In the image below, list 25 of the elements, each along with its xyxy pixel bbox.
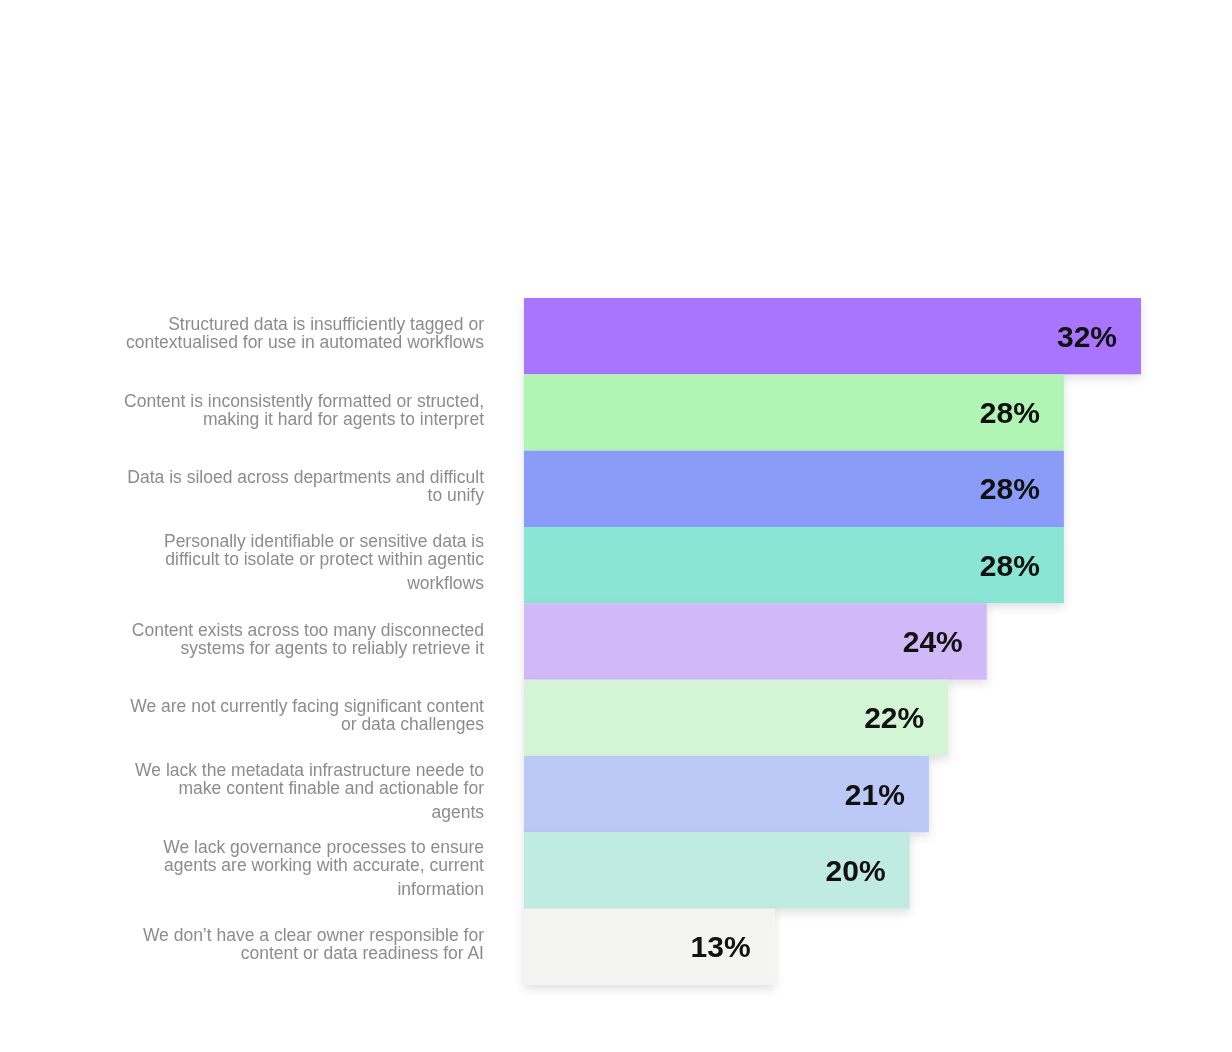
y-tick-label: Content exists across too many disconnected systems for agents to reliably retrieve it [131, 619, 485, 658]
data-label: 28% [979, 548, 1040, 582]
data-label: 28% [979, 472, 1040, 506]
y-tick-label: Data is siloed across departments and difficult to unify [127, 466, 485, 505]
data-label: 32% [1056, 319, 1117, 353]
data-label: 24% [902, 625, 963, 658]
data-label: 20% [825, 854, 886, 887]
bar [524, 756, 929, 833]
bar [524, 603, 987, 680]
y-tick-label: We lack the metadata infrastructure neede to make content finable and actionable for agents [135, 760, 485, 823]
y-tick-label: We lack governance processes to ensure agents are working with accurate, current information [163, 836, 485, 899]
data-label: 22% [864, 701, 925, 735]
y-tick-label: Structured data is insufficiently tagged or contextualised for use in automated workflows [126, 314, 485, 353]
bar [524, 374, 1064, 451]
data-label: 13% [690, 930, 751, 964]
bar [524, 527, 1064, 604]
data-label: 21% [844, 777, 905, 811]
y-tick-label: Personally identifiable or sensitive data is difficult to isolate or protect within agentic workflows [163, 531, 485, 594]
y-tick-label: Content is inconsistently formatted or structed, making it hard for agents to interpret [124, 390, 485, 429]
data-label: 28% [979, 396, 1040, 429]
y-tick-label: We don’t have a clear owner responsible for content or data readiness for AI [142, 924, 485, 963]
bar [524, 679, 949, 756]
y-tick-label: We are not currently facing significant content or data challenges [130, 695, 485, 734]
bar [524, 450, 1064, 527]
bar [524, 298, 1141, 375]
